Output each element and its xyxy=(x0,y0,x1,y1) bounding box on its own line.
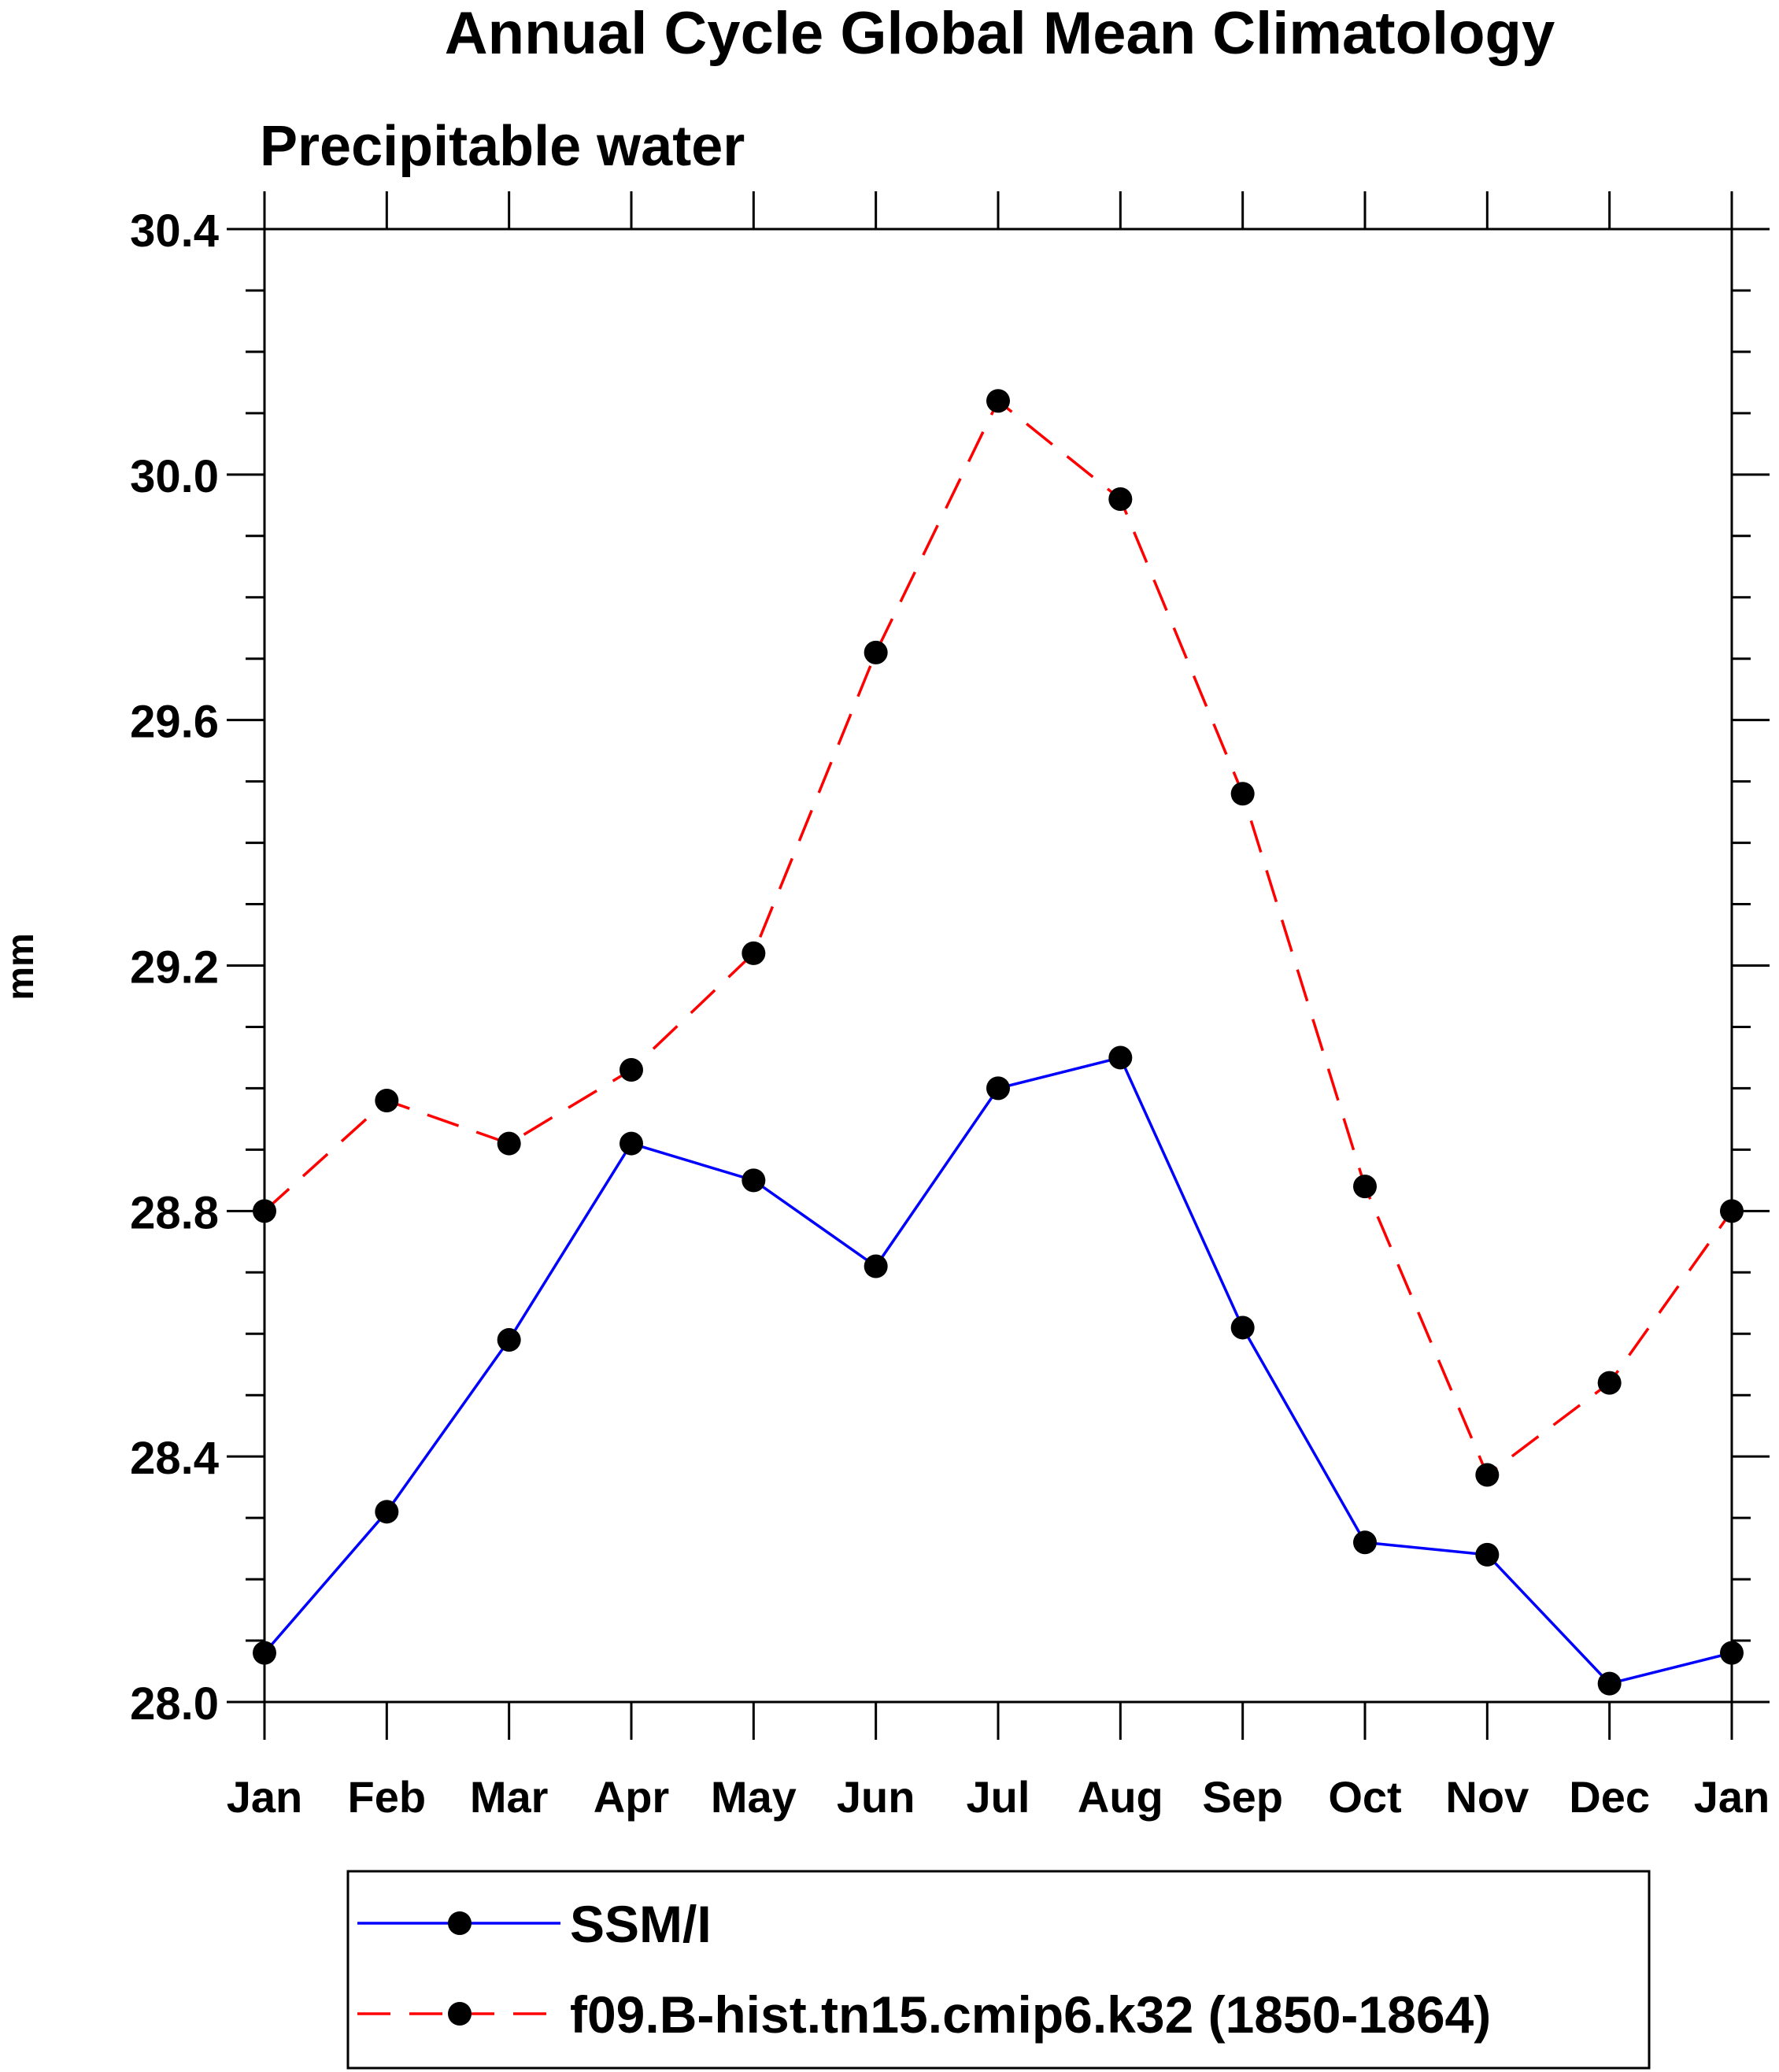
x-tick-label: Jan xyxy=(227,1772,303,1822)
series-1-point xyxy=(1353,1530,1377,1555)
legend-marker-2 xyxy=(448,2002,472,2026)
series-2-point xyxy=(864,640,888,664)
series-1-point xyxy=(1108,1045,1133,1070)
x-tick-label: Sep xyxy=(1202,1772,1283,1822)
legend-label-2: f09.B-hist.tn15.cmip6.k32 (1850-1864) xyxy=(570,1985,1491,2044)
series-line-1 xyxy=(263,1056,1733,1685)
series-2-point xyxy=(1230,782,1255,806)
y-tick-label: 28.8 xyxy=(130,1187,219,1238)
series-1-point xyxy=(375,1500,399,1524)
x-tick-label: Oct xyxy=(1328,1772,1401,1822)
series-2-point xyxy=(986,389,1010,413)
y-axis-title: mm xyxy=(0,933,42,1000)
legend: SSM/I f09.B-hist.tn15.cmip6.k32 (1850-186… xyxy=(346,1870,1651,2070)
series-2-point xyxy=(1353,1175,1377,1199)
x-tick-label: Aug xyxy=(1078,1772,1163,1822)
series-1-point xyxy=(1597,1671,1622,1696)
plot-frame xyxy=(263,228,1733,1704)
series-1-point xyxy=(1720,1641,1744,1665)
series-1-point xyxy=(1475,1542,1500,1567)
y-tick-label: 30.4 xyxy=(130,205,219,257)
series-1-point xyxy=(253,1641,276,1665)
y-tick-label: 28.4 xyxy=(130,1433,219,1484)
legend-box xyxy=(346,1870,1651,2070)
series-2-point xyxy=(253,1199,276,1223)
y-tick-label: 29.2 xyxy=(130,942,219,993)
chart-title: Annual Cycle Global Mean Climatology xyxy=(445,0,1555,67)
series-2-point xyxy=(497,1131,521,1156)
y-tick-label: 28.0 xyxy=(130,1678,219,1730)
series-line-2 xyxy=(263,398,1733,1478)
x-tick-label: Mar xyxy=(470,1772,549,1822)
x-tick-label: Jul xyxy=(967,1772,1030,1822)
series-2-point xyxy=(1597,1371,1622,1395)
series-1-point xyxy=(497,1328,521,1352)
x-tick-label: Jan xyxy=(1694,1772,1770,1822)
series-1-point xyxy=(986,1076,1010,1101)
series-2-point xyxy=(1108,487,1133,512)
x-tick-label: Apr xyxy=(594,1772,669,1822)
series-1-point xyxy=(864,1254,888,1278)
series-2-point xyxy=(1475,1463,1500,1487)
axes: 28.0 28.4 28.8 29.2 29.6 30.0 30.4 Jan Feb Mar Apr… xyxy=(130,191,1770,1822)
y-tick-label: 29.6 xyxy=(130,697,219,748)
series-1-point xyxy=(620,1131,643,1156)
x-tick-label: Nov xyxy=(1445,1772,1529,1822)
legend-label-1: SSM/I xyxy=(570,1895,712,1953)
x-tick-label: Feb xyxy=(348,1772,427,1822)
series-2-point xyxy=(1720,1199,1744,1223)
x-tick-label: May xyxy=(711,1772,797,1822)
series-2-point xyxy=(620,1058,643,1082)
x-tick-label: Dec xyxy=(1569,1772,1650,1822)
series-layer xyxy=(253,389,1744,1696)
series-1-point xyxy=(742,1168,766,1193)
series-2-point xyxy=(375,1089,399,1113)
chart-subtitle: Precipitable water xyxy=(260,115,745,178)
x-tick-label: Jun xyxy=(837,1772,915,1822)
series-1-point xyxy=(1230,1315,1255,1340)
legend-marker-1 xyxy=(448,1911,472,1935)
series-2-point xyxy=(742,941,766,965)
y-tick-label: 30.0 xyxy=(130,451,219,502)
